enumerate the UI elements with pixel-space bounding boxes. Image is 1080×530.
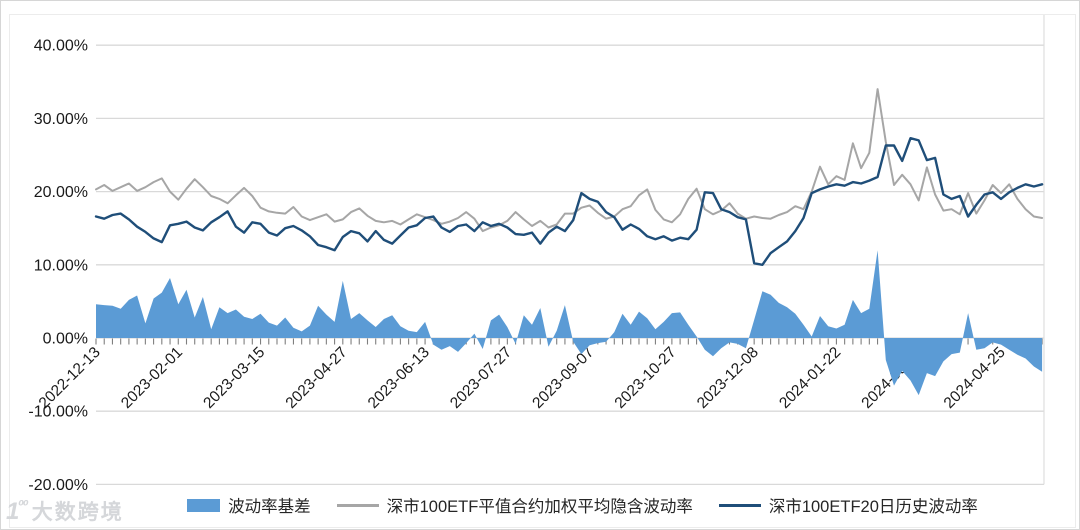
x-tick-label: 2023-10-27 — [612, 344, 680, 412]
x-tick-label: 2023-12-08 — [694, 344, 762, 412]
legend-label-implied: 深市100ETF平值合约加权平均隐含波动率 — [386, 498, 693, 516]
series-line-historical — [94, 136, 1044, 266]
series-area-basis — [96, 250, 1043, 396]
x-tick-label: 2023-02-01 — [118, 344, 186, 412]
series-line-implied — [95, 88, 1044, 233]
x-tick-label: 2023-03-15 — [200, 344, 268, 412]
x-tick-label: 2023-06-13 — [365, 344, 433, 412]
x-tick-label: 2023-09-07 — [529, 344, 597, 412]
legend-label-basis: 波动率基差 — [228, 498, 311, 516]
x-tick-label: 2023-04-27 — [283, 344, 351, 412]
legend-item-historical: 深市100ETF20日历史波动率 — [718, 493, 978, 517]
area-swatch-icon — [187, 498, 221, 512]
x-axis-labels: 2022-12-13 2023-02-01 2023-03-15 2023-04-27… — [36, 344, 1009, 412]
y-axis-labels: 40.00% 30.00% 20.00% 10.00% 0.00% -10.00% -20.… — [28, 38, 88, 494]
legend-item-basis: 波动率基差 — [187, 493, 311, 517]
y-tick-label: 30.00% — [34, 111, 88, 128]
line-swatch-darkblue-icon — [718, 503, 761, 507]
legend: 波动率基差 深市100ETF平值合约加权平均隐含波动率 深市100ETF20日历… — [96, 490, 1069, 520]
x-tick-label: 2023-07-27 — [447, 344, 515, 412]
line-swatch-gray-icon — [336, 503, 379, 507]
y-tick-label: -20.00% — [28, 477, 88, 494]
y-tick-label: 40.00% — [34, 38, 88, 55]
gridlines — [96, 14, 1045, 486]
y-tick-label: -10.00% — [28, 404, 88, 421]
y-tick-label: 10.00% — [34, 257, 88, 274]
y-tick-label: 0.00% — [43, 331, 88, 348]
x-tick-label: 2024-01-22 — [776, 344, 844, 412]
y-tick-label: 20.00% — [34, 184, 88, 201]
legend-item-implied: 深市100ETF平值合约加权平均隐含波动率 — [336, 493, 693, 517]
x-tick-label: 2022-12-13 — [36, 344, 104, 412]
legend-label-historical: 深市100ETF20日历史波动率 — [768, 498, 978, 516]
